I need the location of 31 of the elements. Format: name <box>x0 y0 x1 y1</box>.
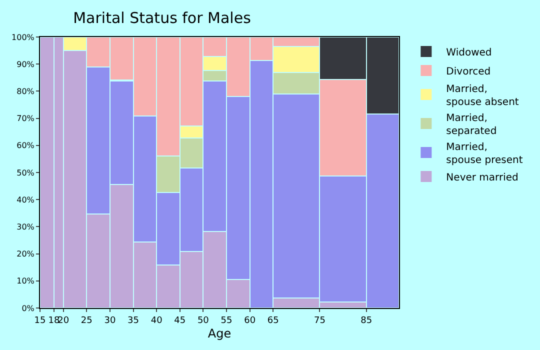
x-axis-title: Age <box>208 326 232 341</box>
y-tick-label: 80% <box>16 87 35 96</box>
y-tick-label: 30% <box>16 222 35 232</box>
legend-label: Divorced <box>446 66 491 78</box>
legend-label: Widowed <box>446 47 492 58</box>
x-tick-label: 85 <box>360 316 372 326</box>
x-tick-label: 30 <box>104 316 116 326</box>
y-tick-label: 0% <box>22 304 35 313</box>
legend-label: Married, spouse absent <box>446 84 519 108</box>
y-tick-label: 10% <box>16 276 35 286</box>
x-tick-label: 50 <box>197 316 210 326</box>
y-tick-label: 100% <box>12 32 35 42</box>
legend-label: Never married <box>446 172 518 184</box>
legend-label: Married, spouse present <box>446 142 523 166</box>
x-tick-label: 75 <box>314 316 326 326</box>
x-tick-label: 25 <box>80 316 92 326</box>
y-tick-label: 50% <box>16 168 35 178</box>
x-tick-label: 15 <box>34 316 46 326</box>
y-tick-label: 40% <box>16 195 35 204</box>
x-tick-label: 60 <box>244 316 256 326</box>
x-tick-label: 35 <box>128 316 139 326</box>
y-tick-label: 70% <box>16 114 35 124</box>
legend-label: Married, separated <box>446 112 497 137</box>
x-tick-label: 45 <box>174 316 186 326</box>
chart-title: Marital Status for Males <box>73 8 252 27</box>
y-tick-label: 20% <box>16 250 35 259</box>
x-tick-label: 40 <box>150 316 163 326</box>
y-tick-label: 90% <box>16 60 35 69</box>
x-tick-label: 55 <box>220 316 232 326</box>
x-tick-label: 65 <box>267 316 279 326</box>
y-tick-label: 60% <box>16 141 35 150</box>
